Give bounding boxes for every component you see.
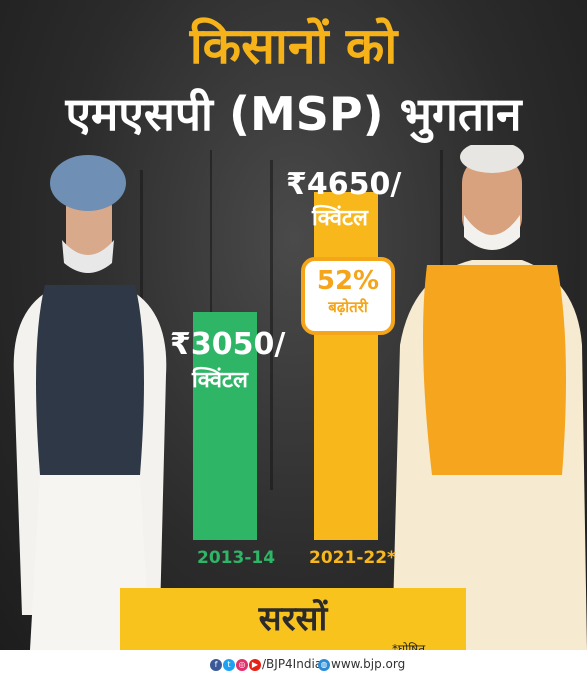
social-links: f t ◎ ▶/BJP4India [210, 657, 322, 671]
footer: f t ◎ ▶/BJP4India ◍ www.bjp.org [0, 650, 587, 680]
bar-2021-22-unit-label: क्विंटल [312, 206, 368, 231]
bar-2021-22 [314, 192, 378, 540]
website[interactable]: ◍ www.bjp.org [318, 657, 405, 671]
crop-label-bar: सरसों [120, 588, 466, 650]
growth-label: बढ़ोतरी [328, 298, 368, 316]
person-right-photo [392, 145, 587, 650]
bar-2013-14 [193, 311, 257, 540]
bar-2013-14-unit-label: क्विंटल [192, 368, 248, 393]
growth-percent: 52% [316, 266, 380, 296]
x-tick-2021-22: 2021-22* [309, 548, 396, 568]
person-left-photo [13, 155, 167, 650]
x-tick-2013-14: 2013-14 [197, 548, 276, 568]
website-text: www.bjp.org [331, 657, 406, 671]
facebook-icon[interactable]: f [210, 658, 222, 671]
growth-badge: 52% बढ़ोतरी [301, 257, 395, 335]
youtube-icon[interactable]: ▶ [249, 658, 261, 671]
title-line-1: किसानों को [189, 17, 398, 75]
social-handle: /BJP4India [262, 657, 323, 671]
title-line-2: एमएसपी (MSP) भुगतान [65, 87, 522, 141]
plant-stem [270, 160, 273, 490]
crop-label: सरसों [258, 599, 328, 639]
bar-2021-22-value-label: ₹4650/ [286, 167, 402, 202]
globe-icon: ◍ [318, 658, 330, 671]
instagram-icon[interactable]: ◎ [236, 658, 248, 671]
bar-2013-14-value-label: ₹3050/ [170, 327, 286, 362]
twitter-icon[interactable]: t [223, 658, 235, 671]
